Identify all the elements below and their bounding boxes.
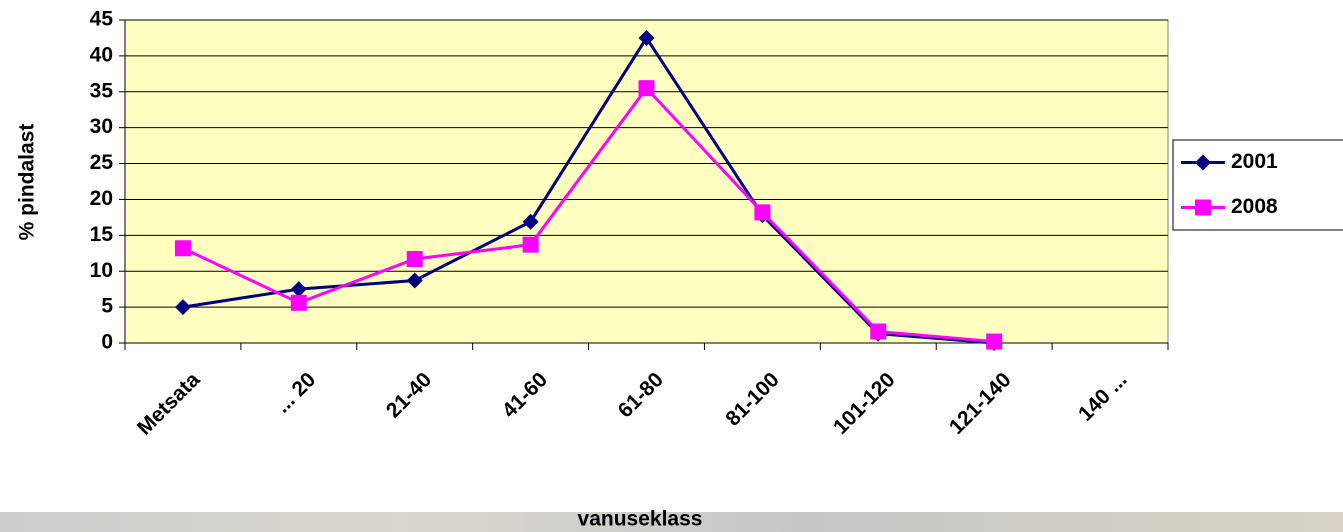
marker — [986, 333, 1003, 350]
y-axis-label: % pindalast — [16, 124, 39, 241]
y-tick-label: 15 — [90, 223, 114, 246]
marker — [174, 240, 191, 257]
series-line — [182, 35, 995, 345]
y-tick-label: 5 — [101, 295, 113, 318]
x-tick-label: ... 20 — [271, 368, 320, 417]
marker — [522, 236, 539, 253]
marker — [290, 281, 307, 298]
marker — [1195, 154, 1211, 171]
legend-label: 2001 — [1231, 150, 1278, 173]
marker — [1195, 199, 1211, 216]
y-tick-label: 35 — [90, 79, 114, 102]
x-tick-label: Metsata — [133, 368, 205, 440]
legend-label: 2008 — [1231, 195, 1278, 218]
y-tick-label: 25 — [90, 151, 114, 174]
x-tick-label: 101-120 — [829, 368, 900, 439]
y-tick-label: 30 — [90, 115, 113, 138]
background-photo — [0, 512, 1343, 532]
y-tick-label: 20 — [90, 187, 113, 210]
x-tick-label: 81-100 — [721, 368, 784, 431]
y-tick-label: 45 — [90, 8, 114, 31]
y-tick-label: 10 — [90, 259, 113, 282]
x-tick-label: 21-40 — [382, 368, 436, 422]
y-tick-label: 40 — [90, 43, 113, 66]
x-axis-label: vanuseklass — [578, 508, 703, 531]
y-tick-label: 0 — [101, 331, 113, 354]
x-tick-label: 140 ... — [1074, 368, 1132, 426]
marker — [406, 272, 423, 289]
x-tick-label: 61-80 — [614, 368, 668, 422]
marker — [870, 323, 887, 340]
series-line — [182, 85, 995, 344]
marker — [406, 251, 423, 268]
marker — [174, 299, 191, 316]
marker — [522, 213, 539, 230]
x-tick-label: 121-140 — [945, 368, 1016, 439]
marker — [754, 204, 771, 221]
x-tick-label: 41-60 — [498, 368, 552, 422]
marker — [290, 294, 307, 311]
marker — [638, 80, 655, 97]
marker — [638, 29, 655, 46]
